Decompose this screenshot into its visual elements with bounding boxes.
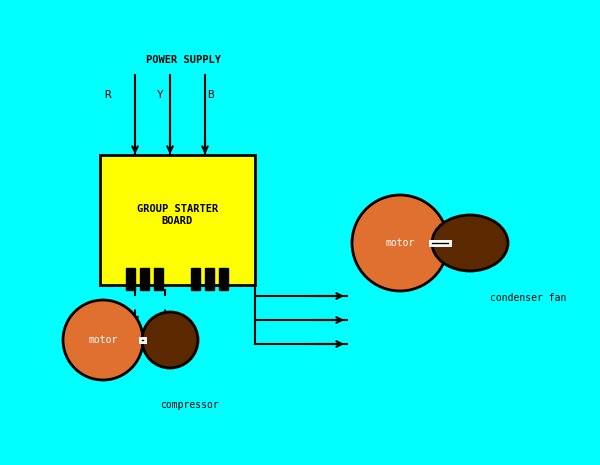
Bar xyxy=(154,268,163,290)
Text: condenser fan: condenser fan xyxy=(490,293,566,303)
Text: motor: motor xyxy=(88,335,118,345)
Bar xyxy=(139,268,149,290)
Text: motor: motor xyxy=(385,238,415,248)
Ellipse shape xyxy=(432,215,508,271)
Text: compressor: compressor xyxy=(160,400,219,410)
Text: GROUP STARTER
BOARD: GROUP STARTER BOARD xyxy=(137,204,218,226)
Bar xyxy=(100,155,255,285)
Text: Y: Y xyxy=(157,90,163,100)
Bar xyxy=(218,268,227,290)
Bar xyxy=(125,268,134,290)
Text: R: R xyxy=(104,90,112,100)
Circle shape xyxy=(352,195,448,291)
Bar xyxy=(205,268,214,290)
Bar xyxy=(191,268,199,290)
Circle shape xyxy=(63,300,143,380)
Circle shape xyxy=(142,312,198,368)
Text: POWER SUPPLY: POWER SUPPLY xyxy=(146,55,221,65)
Text: B: B xyxy=(206,90,214,100)
